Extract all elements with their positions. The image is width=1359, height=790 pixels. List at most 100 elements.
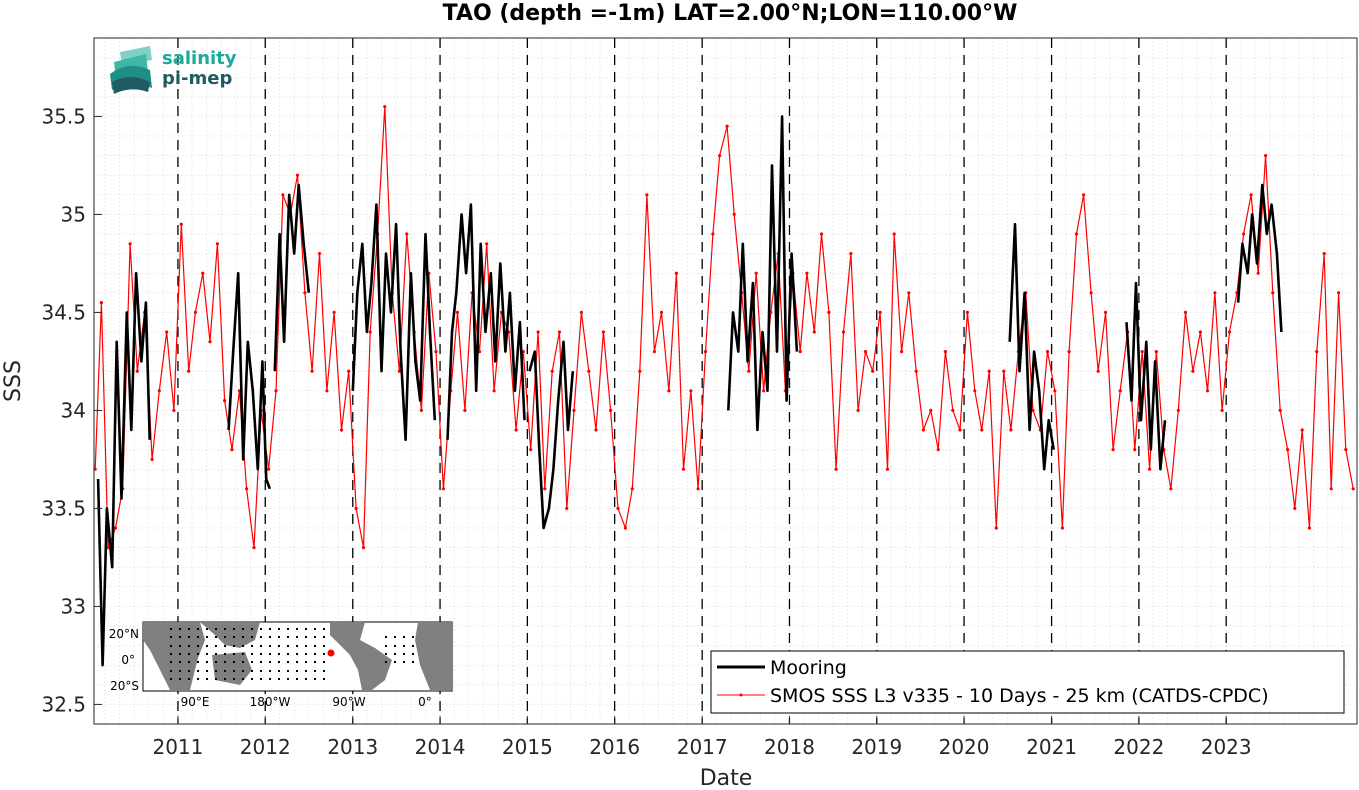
legend-label-mooring: Mooring [770,657,847,679]
smos-point [361,546,366,550]
mooring-dot [215,645,217,647]
mooring-dot [394,653,396,655]
smos-point [1053,389,1057,393]
mooring-dot [170,636,172,638]
mooring-dot [287,645,289,647]
smos-point [529,448,533,452]
mooring-dot [170,645,172,647]
inset-map: 90°E 180°W 90°W 0° 20°N 0° 20°S [109,621,453,709]
smos-point [1264,154,1268,158]
smos-point [295,173,300,177]
map-land-africa-asia [143,622,205,690]
smos-point [1256,271,1260,275]
smos-point [150,457,154,461]
mooring-dot [296,678,298,680]
mooring-dot [179,636,181,638]
mooring-dot [296,653,298,655]
smos-point [215,242,219,246]
smos-point [463,408,467,412]
smos-point [1104,310,1108,314]
mooring-dot [314,670,316,672]
smos-point [834,467,838,471]
smos-point [616,506,620,510]
smos-point [812,330,816,334]
mooring-dot [296,645,298,647]
smos-point [1067,350,1071,354]
smos-point [965,310,970,314]
smos-point [347,369,351,373]
legend-swatch-smos-marker [739,693,743,697]
mooring-dot [278,670,280,672]
mooring-dot [287,661,289,663]
mooring-dot [412,653,414,655]
smos-point [536,330,540,334]
inset-map-xticks: 90°E 180°W 90°W 0° [181,695,432,709]
smos-point [951,408,955,412]
smos-point [230,448,234,452]
smos-point [863,350,868,354]
smos-point [1213,291,1217,295]
mooring-line-segment [227,271,272,490]
smos-point [849,252,853,256]
smos-point [885,467,890,471]
mooring-dot [323,636,325,638]
mooring-line-segment [351,203,437,442]
smos-point [958,428,962,432]
smos-point [1286,448,1290,452]
mooring-dot [242,628,244,630]
mooring-line-segment [528,340,575,530]
smos-point [106,546,110,550]
mooring-dot [197,653,199,655]
smos-point [1169,487,1173,491]
smos-point [1322,252,1326,256]
smos-point [1140,350,1144,354]
mooring-dot [412,636,414,638]
mooring-dot [305,645,307,647]
mooring-dot [233,645,235,647]
mooring-dot [197,628,199,630]
smos-point [645,193,649,197]
smos-point [303,291,307,295]
mooring-dot [403,636,405,638]
mooring-line-segment [1236,183,1283,333]
mooring-line-segment [446,203,526,440]
mooring-dot [305,636,307,638]
mooring-dot [188,678,190,680]
mooring-dot [188,636,190,638]
smos-point [1337,291,1341,295]
y-tick-label: 32.5 [41,692,86,716]
mooring-dot [188,670,190,672]
mooring-dot [224,645,226,647]
smos-point [667,389,671,393]
mooring-dot [287,636,289,638]
mooring-dot [179,670,181,672]
smos-point [572,408,576,412]
smos-point [1002,369,1006,373]
smos-point [1278,408,1282,412]
mooring-dot [305,670,307,672]
smos-point [718,154,722,158]
map-land-africa-east [415,622,452,690]
mooring-dot [233,636,235,638]
x-tick-label: 2016 [589,735,640,759]
mooring-dot [233,670,235,672]
mooring-dot [269,678,271,680]
smos-point [914,369,918,373]
mooring-dot [251,653,253,655]
mooring-dot [170,628,172,630]
map-land-americas [330,622,392,690]
smos-point [609,408,613,412]
smos-point [819,232,824,236]
mooring-line-segment [1008,222,1055,471]
mooring-dot [403,645,405,647]
smos-point [638,369,642,373]
smos-point [1009,428,1013,432]
y-tick-label: 35 [61,202,86,226]
x-tick-label: 2018 [764,735,815,759]
mooring-dot [251,678,253,680]
mooring-dot [287,678,289,680]
smos-point [696,487,700,491]
mooring-dot [224,636,226,638]
smos-point [805,271,809,275]
mooring-dot [242,636,244,638]
